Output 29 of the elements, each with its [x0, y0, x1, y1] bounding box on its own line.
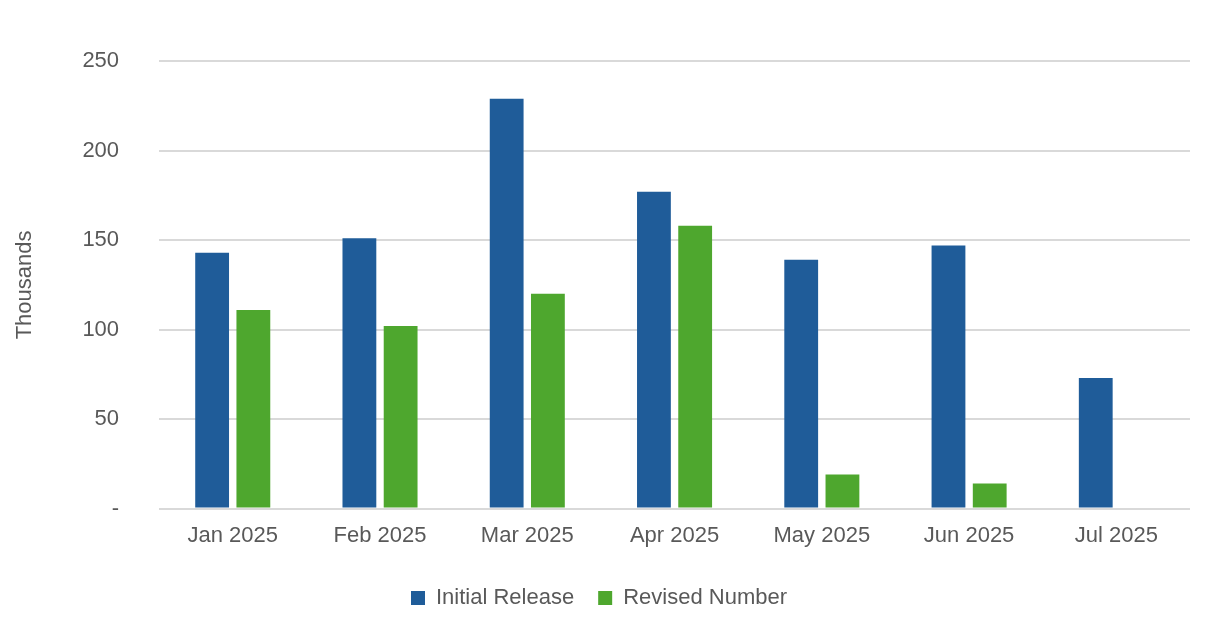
x-tick-label: Feb 2025	[333, 521, 427, 547]
bar	[342, 238, 377, 508]
y-tick-label: 250	[82, 47, 120, 73]
bar	[784, 259, 819, 508]
x-tick-label: Jan 2025	[187, 521, 279, 547]
bar	[489, 98, 524, 508]
legend-label: Revised Number	[623, 584, 788, 610]
legend-label: Initial Release	[435, 584, 575, 610]
y-tick-label: 50	[94, 405, 120, 431]
x-tick-label: Jun 2025	[923, 521, 1015, 547]
y-tick-label: 150	[82, 226, 120, 252]
bar	[1078, 377, 1113, 508]
bar	[972, 483, 1007, 508]
y-axis-title: Thousands	[11, 230, 37, 340]
bar	[678, 225, 713, 508]
y-tick-label: 200	[82, 136, 120, 162]
bar	[931, 245, 966, 508]
bar	[530, 293, 565, 508]
x-tick-label: Apr 2025	[629, 521, 720, 547]
bar	[383, 326, 418, 508]
x-tick-label: Jul 2025	[1074, 521, 1158, 547]
x-tick-label: Mar 2025	[480, 521, 574, 547]
bar	[637, 191, 671, 508]
x-tick-label: May 2025	[773, 521, 871, 547]
bar	[236, 309, 271, 508]
bar	[825, 474, 860, 508]
y-tick-label: 100	[82, 315, 120, 341]
bar	[195, 252, 230, 508]
y-tick-label: -	[111, 494, 120, 520]
